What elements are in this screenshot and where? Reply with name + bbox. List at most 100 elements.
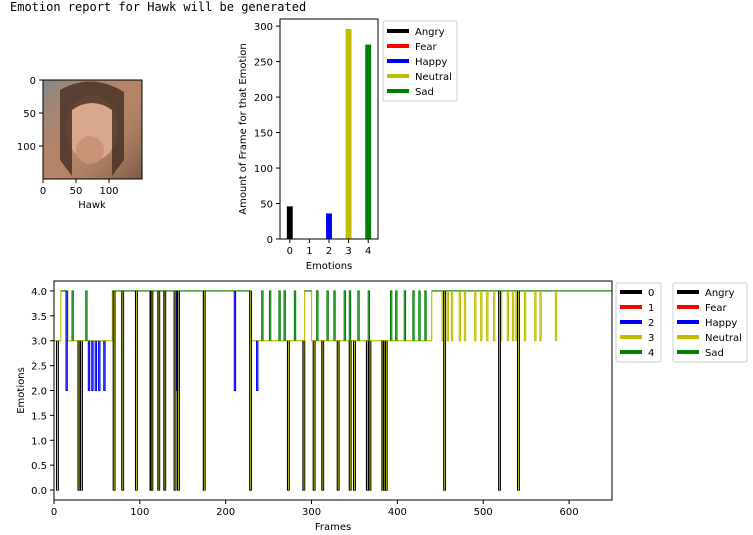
bar-xlabel: Emotions [306,261,353,272]
bar-y-tick-label: 300 [254,22,273,33]
line-legend-index-label: 4 [648,348,654,359]
spike-neutral [450,290,454,342]
spike-neutral [486,290,489,342]
report-header: Emotion report for Hawk will be generate… [10,0,307,14]
spike-happy [103,340,106,392]
line-y-tick-label: 4.0 [31,287,47,298]
bar-y-tick-label: 0 [267,235,273,246]
line-legend-emotion-label: Fear [705,303,727,314]
bar-frame [279,18,379,240]
line-frame [53,280,613,501]
image-x-tick-label: 100 [99,186,118,197]
spike-sad [424,290,427,341]
spike-neutral [511,290,515,342]
spike-happy [256,340,259,392]
spike-neutral [441,290,444,342]
bar [365,44,372,239]
spike-sad [261,290,264,341]
line-y-tick-label: 1.5 [31,411,47,422]
spike-neutral [523,290,527,342]
bar-legend-label: Neutral [415,72,452,83]
spike-sad [367,290,371,341]
line-x-tick-label: 400 [388,507,407,518]
hair-shape [60,81,124,176]
spike-neutral [539,290,542,342]
spike-sad [333,290,336,341]
spike-happy [91,340,94,392]
image-xlabel: Hawk [78,200,106,211]
line-y-tick-label: 1.0 [31,436,47,447]
bar [326,213,332,239]
image-x-tick-label: 0 [40,186,46,197]
spike-sad [389,290,393,341]
spike-neutral [492,290,496,342]
spike-neutral [480,290,483,342]
line-xlabel: Frames [315,522,351,533]
spike-sad [395,290,398,341]
bar-y-tick-label: 200 [254,93,273,104]
bar [286,206,293,239]
spike-sad [293,290,297,341]
line-y-tick-label: 0.0 [31,486,47,497]
line-x-tick-label: 0 [51,507,57,518]
spike-sad [283,290,286,341]
bar-chart: 0 1 2 3 4 0 50 100 150 200 250 300 Emotions Amount of… [238,18,458,272]
spike-sad [278,290,281,341]
line-y-tick-label: 0.5 [31,461,47,472]
spike-sad [418,290,421,341]
bar-x-tick-label: 2 [326,246,332,257]
face-image-panel [42,79,143,180]
bar-legend-label: Fear [415,42,437,53]
bar-ylabel: Amount of Frame for that Emotion [238,43,249,214]
line-legend-index-label: 2 [648,318,654,329]
line-x-tick-label: 200 [216,507,235,518]
spike-neutral [474,290,477,342]
bar-legend-label: Sad [415,87,434,98]
bar-y-tick-label: 250 [254,58,273,69]
line-legend-emotion-label: Happy [705,318,737,329]
bar-legend-box [382,20,458,102]
line-x-tick-label: 600 [560,507,579,518]
spike-sad [316,290,319,341]
line-ylabel: Emotions [16,367,27,414]
line-legend-emotion-label: Angry [705,288,735,299]
bar-x-tick-label: 4 [365,246,371,257]
bar-y-tick-label: 100 [254,164,273,175]
line-y-tick-label: 2.5 [31,362,47,373]
spike-neutral [554,290,558,342]
line-chart: 0 100 200 300 400 500 600 0.0 0.5 1.0 1.5 2.0 2.5 3.0… [16,280,748,533]
spike-sad [357,290,360,341]
spike-happy [233,290,237,392]
spike-sad [268,290,272,341]
spike-sad [326,290,329,341]
line-x-tick-label: 100 [130,507,149,518]
spike-neutral [446,290,450,342]
line-y-tick-label: 3.5 [31,312,47,323]
line-x-tick-label: 300 [302,507,321,518]
image-y-tick-label: 0 [30,76,36,87]
bar-y-tick-label: 150 [254,129,273,140]
bar-x-tick-label: 0 [287,246,293,257]
line-y-tick-label: 3.0 [31,337,47,348]
line-legend-index-label: 0 [648,288,654,299]
spike-happy [98,340,101,392]
spike-sad [412,290,415,341]
line-legend-emotion-box [672,282,748,363]
spike-sad [343,290,346,341]
bar-legend-label: Angry [415,27,445,38]
line-y-tick-label: 2.0 [31,387,47,398]
image-x-tick-label: 50 [70,186,83,197]
line-legend-index-label: 3 [648,333,654,344]
spike-sad [71,290,74,341]
bar-x-tick-label: 1 [306,246,312,257]
spike-happy [87,340,91,392]
line-legend-index-label: 1 [648,303,654,314]
line-legend-emotion-label: Sad [705,348,724,359]
bar-y-tick-label: 50 [260,200,273,211]
spike-neutral [463,290,467,342]
line-legend-emotion-label: Neutral [705,333,742,344]
spike-neutral [506,290,510,342]
image-axes: 0 50 100 0 50 100 [17,76,119,197]
spike-neutral [515,290,518,342]
